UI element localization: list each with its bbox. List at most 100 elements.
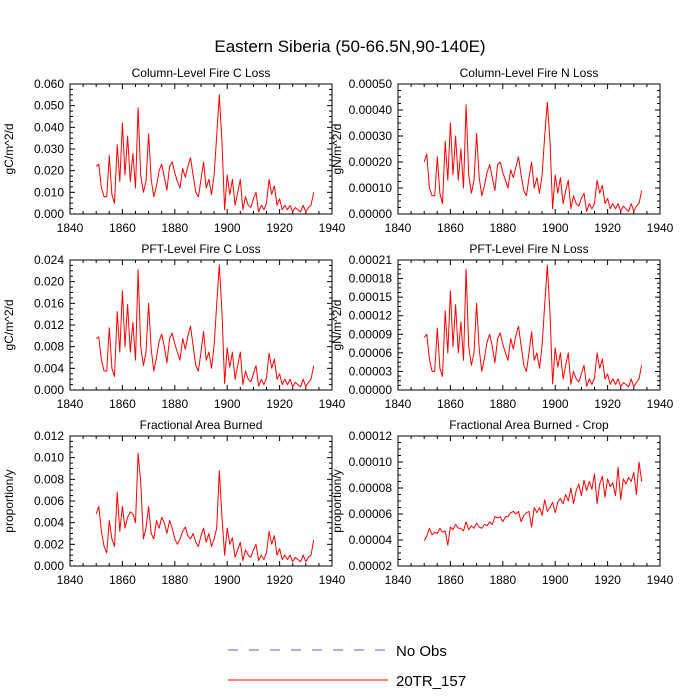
y-tick-label: 0.060 (34, 77, 64, 91)
x-tick-label: 1860 (437, 573, 464, 587)
x-tick-label: 1920 (594, 221, 621, 235)
panel-2: PFT-Level Fire C Loss gC/m^2/d 1840 1860 188… (2, 242, 346, 411)
x-tick-label: 1920 (594, 573, 621, 587)
panel-4: Fractional Area Burned proportion/y 1840 18… (2, 418, 346, 587)
x-tick-label: 1920 (266, 573, 293, 587)
panel-title: PFT-Level Fire C Loss (141, 242, 260, 256)
y-tick-label: 0.00020 (349, 155, 393, 169)
y-tick-label: 0.006 (34, 494, 64, 508)
plot-frame (69, 83, 333, 215)
series-line-20tr-157 (423, 264, 643, 388)
x-tick-label: 1900 (542, 573, 569, 587)
x-tick-label: 1840 (57, 221, 84, 235)
y-tick-label: 0.030 (34, 142, 64, 156)
x-tick-label: 1940 (319, 221, 346, 235)
x-tick-label: 1900 (214, 221, 241, 235)
legend: No Obs 20TR_157 (228, 643, 466, 690)
panel-1: Column-Level Fire N Loss gN/m^2/d 1840 1860… (330, 66, 674, 235)
y-tick-label: 0.008 (34, 340, 64, 354)
series-line-20tr-157 (95, 452, 315, 563)
series-line-20tr-157 (423, 101, 643, 212)
panel-0: Column-Level Fire C Loss gC/m^2/d 1840 1860… (2, 66, 346, 235)
x-tick-label: 1940 (647, 573, 674, 587)
panel-title: Fractional Area Burned (140, 418, 263, 432)
x-tick-label: 1860 (109, 397, 136, 411)
panel-title: Column-Level Fire N Loss (460, 66, 599, 80)
x-tick-label: 1920 (266, 397, 293, 411)
x-tick-label: 1940 (319, 397, 346, 411)
y-tick-label: 0.00018 (349, 272, 393, 286)
y-tick-label: 0.00010 (349, 181, 393, 195)
x-tick-label: 1900 (214, 573, 241, 587)
x-tick-label: 1920 (594, 397, 621, 411)
y-tick-label: 0.020 (34, 275, 64, 289)
y-tick-label: 0.00015 (349, 290, 393, 304)
y-tick-label: 0.00006 (349, 346, 393, 360)
y-tick-label: 0.00040 (349, 103, 393, 117)
y-tick-label: 0.00009 (349, 327, 393, 341)
y-tick-label: 0.012 (34, 429, 64, 443)
x-tick-label: 1940 (319, 573, 346, 587)
panel-title: Column-Level Fire C Loss (132, 66, 271, 80)
y-axis-label: gC/m^2/d (2, 300, 16, 351)
y-axis-label: gN/m^2/d (330, 300, 344, 351)
y-tick-label: 0.000 (34, 207, 64, 221)
x-tick-label: 1880 (489, 397, 516, 411)
y-tick-label: 0.00010 (349, 455, 393, 469)
x-tick-label: 1900 (542, 397, 569, 411)
x-tick-label: 1860 (437, 397, 464, 411)
panel-title: Fractional Area Burned - Crop (449, 418, 609, 432)
y-tick-label: 0.010 (34, 185, 64, 199)
y-tick-label: 0.050 (34, 99, 64, 113)
series-line-20tr-157 (95, 264, 315, 388)
panel-5: Fractional Area Burned - Crop proportion/… (330, 418, 674, 587)
y-axis-label: proportion/y (2, 469, 16, 532)
x-tick-label: 1880 (161, 221, 188, 235)
y-tick-label: 0.00012 (349, 309, 393, 323)
y-tick-label: 0.00002 (349, 559, 393, 573)
plot-frame (397, 83, 661, 215)
y-tick-label: 0.010 (34, 451, 64, 465)
y-tick-label: 0.00003 (349, 364, 393, 378)
y-tick-label: 0.00012 (349, 429, 393, 443)
y-tick-label: 0.000 (34, 559, 64, 573)
y-tick-label: 0.002 (34, 537, 64, 551)
y-tick-label: 0.00004 (349, 533, 393, 547)
x-tick-label: 1940 (647, 397, 674, 411)
y-axis-label: proportion/y (330, 469, 344, 532)
panels: Column-Level Fire C Loss gC/m^2/d 1840 1860… (2, 66, 674, 587)
y-tick-label: 0.024 (34, 253, 64, 267)
x-tick-label: 1940 (647, 221, 674, 235)
y-tick-label: 0.00021 (349, 253, 393, 267)
x-tick-label: 1840 (385, 221, 412, 235)
series-line-20tr-157 (423, 461, 643, 546)
x-tick-label: 1840 (57, 397, 84, 411)
y-tick-label: 0.004 (34, 361, 64, 375)
legend-label-20tr-157: 20TR_157 (396, 673, 466, 690)
plot-frame (69, 259, 333, 391)
x-tick-label: 1900 (214, 397, 241, 411)
x-tick-label: 1900 (542, 221, 569, 235)
y-tick-label: 0.00050 (349, 77, 393, 91)
y-tick-label: 0.008 (34, 472, 64, 486)
y-tick-label: 0.00000 (349, 383, 393, 397)
x-tick-label: 1880 (161, 573, 188, 587)
x-tick-label: 1840 (385, 573, 412, 587)
plot-frame (397, 259, 661, 391)
plot-frame (397, 435, 661, 567)
x-tick-label: 1880 (489, 573, 516, 587)
panel-title: PFT-Level Fire N Loss (469, 242, 588, 256)
y-tick-label: 0.00006 (349, 507, 393, 521)
x-tick-label: 1880 (489, 221, 516, 235)
y-tick-label: 0.00008 (349, 481, 393, 495)
y-tick-label: 0.00000 (349, 207, 393, 221)
panel-3: PFT-Level Fire N Loss gN/m^2/d 1840 1860 188… (330, 242, 674, 411)
series-line-20tr-157 (95, 94, 315, 213)
y-tick-label: 0.040 (34, 120, 64, 134)
x-tick-label: 1860 (109, 573, 136, 587)
plot-frame (69, 435, 333, 567)
x-tick-label: 1860 (109, 221, 136, 235)
x-tick-label: 1920 (266, 221, 293, 235)
y-tick-label: 0.00030 (349, 129, 393, 143)
